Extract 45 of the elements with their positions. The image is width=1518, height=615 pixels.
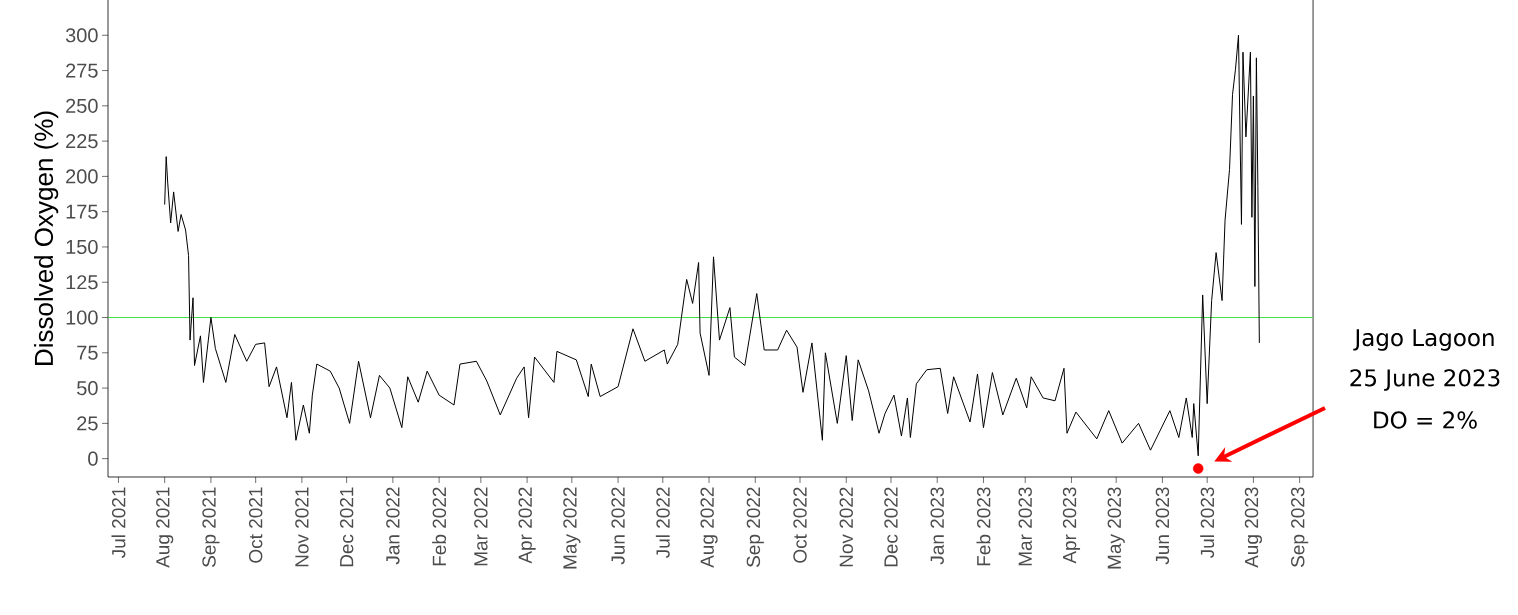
x-tick-label: Oct 2021 xyxy=(248,487,263,563)
y-tick-label: 75 xyxy=(77,345,98,360)
y-tick-label: 300 xyxy=(65,28,98,43)
x-tick-label: Apr 2022 xyxy=(518,487,536,564)
x-tick-label: Jun 2022 xyxy=(611,487,625,565)
x-tick-label: Feb 2022 xyxy=(432,487,447,566)
x-tick-label: Nov 2021 xyxy=(295,487,309,567)
x-tick-label: May 2023 xyxy=(1107,487,1125,569)
x-tick-label: Apr 2023 xyxy=(1062,487,1081,564)
y-tick-label: 175 xyxy=(66,204,98,219)
x-tick-label: Jun 2023 xyxy=(1155,487,1170,565)
y-axis-title: Dissolved Oxygen (%) xyxy=(34,111,59,365)
x-tick-label: Oct 2022 xyxy=(793,487,807,563)
y-tick-label: 275 xyxy=(66,63,98,78)
text: 25 June 2023 xyxy=(1350,369,1500,391)
x-tick-label: Dec 2021 xyxy=(339,487,354,567)
x-tick-label: Sep 2022 xyxy=(746,487,764,568)
x-tick-label: Sep 2021 xyxy=(202,487,220,568)
y-tick-label: 25 xyxy=(77,416,98,431)
y-tick-label: 100 xyxy=(66,310,98,325)
x-tick-label: Jan 2023 xyxy=(930,487,944,565)
x-tick-label: Mar 2022 xyxy=(474,487,488,566)
x-tick-label: Sep 2023 xyxy=(1291,487,1309,568)
x-tick-label: Feb 2023 xyxy=(976,487,991,566)
x-tick-label: Jul 2022 xyxy=(655,487,670,559)
text: Jago Lagoon xyxy=(1353,329,1494,351)
x-tick-label: Jan 2022 xyxy=(386,487,400,565)
text: DO = 2% xyxy=(1374,411,1477,429)
x-tick-label: Mar 2023 xyxy=(1018,487,1032,566)
y-tick-label: 200 xyxy=(66,169,98,184)
line-series xyxy=(164,34,1260,457)
y-tick-label: 50 xyxy=(77,381,98,396)
x-tick-label: Aug 2023 xyxy=(1244,487,1262,568)
y-tick-label: 250 xyxy=(66,98,98,113)
x-tick-label: Aug 2021 xyxy=(156,487,174,568)
y-tick-label: 125 xyxy=(66,275,98,290)
y-tick-label: 150 xyxy=(66,239,98,255)
x-tick-label: Nov 2022 xyxy=(839,487,853,567)
x-tick-label: Dec 2022 xyxy=(884,487,898,567)
x-tick-label: May 2022 xyxy=(563,487,581,569)
x-tick-label: Jul 2021 xyxy=(111,487,126,559)
y-tick-label: 0 xyxy=(88,451,98,466)
y-tick-label: 225 xyxy=(66,134,98,149)
x-tick-label: Aug 2022 xyxy=(700,487,718,568)
x-tick-label: Jul 2023 xyxy=(1200,487,1215,559)
